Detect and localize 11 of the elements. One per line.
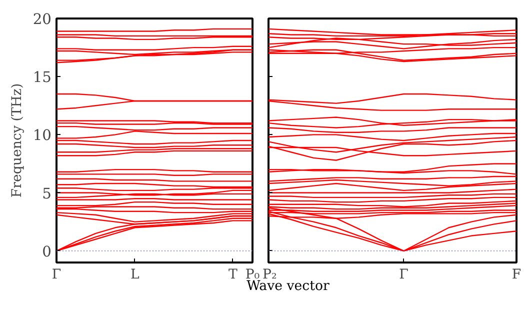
- x-tick-label: T: [228, 268, 238, 282]
- y-tick-label: 10: [32, 127, 52, 144]
- x-tick-label: Γ: [52, 268, 62, 282]
- y-tick-label: 15: [32, 69, 52, 86]
- x-tick-label: F: [512, 268, 522, 282]
- y-axis-title: Frequency (THz): [10, 83, 25, 198]
- y-tick-label: 5: [42, 185, 52, 202]
- x-tick-label: Γ: [399, 268, 408, 282]
- x-tick-label: L: [130, 268, 140, 282]
- y-tick-label: 20: [32, 11, 52, 28]
- y-tick-label: 0: [42, 243, 52, 260]
